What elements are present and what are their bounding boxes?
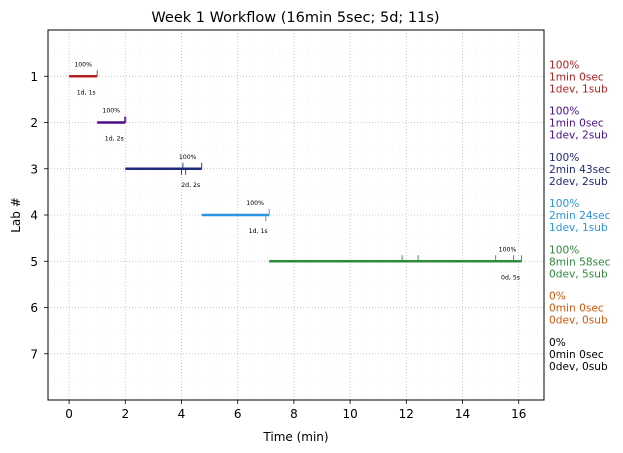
lab-summary-line: 0% — [549, 337, 566, 349]
lab-summary-line: 1dev, 1sub — [549, 222, 608, 234]
lab-summary-line: 2min 24sec — [549, 210, 611, 222]
x-axis-label: Time (min) — [262, 430, 328, 444]
count-label: 1d, 1s — [77, 89, 96, 96]
completion-label: 100% — [102, 108, 120, 115]
y-tick-label: 3 — [30, 162, 38, 176]
lab-summary-line: 0dev, 0sub — [549, 361, 608, 373]
x-tick-label: 2 — [121, 407, 129, 421]
lab-summary-line: 1dev, 2sub — [549, 130, 608, 142]
lab-summary-line: 0dev, 0sub — [549, 315, 608, 327]
y-tick-label: 7 — [30, 347, 38, 361]
y-tick-label: 6 — [30, 301, 38, 315]
count-label: 1d, 1s — [249, 228, 268, 235]
lab-summary-line: 100% — [549, 106, 579, 118]
lab-summary-line: 2min 43sec — [549, 164, 611, 176]
y-tick-label: 2 — [30, 116, 38, 130]
x-tick-label: 12 — [399, 407, 414, 421]
completion-label: 100% — [179, 154, 197, 161]
chart-title: Week 1 Workflow (16min 5sec; 5d; 11s) — [151, 10, 439, 26]
lab-summary-line: 1min 0sec — [549, 118, 604, 130]
completion-label: 100% — [74, 61, 92, 68]
lab-summary-line: 100% — [549, 198, 579, 210]
x-tick-label: 8 — [290, 407, 298, 421]
lab-summary-line: 1min 0sec — [549, 71, 604, 83]
completion-label: 100% — [499, 246, 517, 253]
grid — [48, 30, 544, 400]
y-tick-label: 4 — [30, 209, 38, 223]
y-tick-label: 1 — [30, 70, 38, 84]
lab-summary-line: 100% — [549, 152, 579, 164]
x-tick-label: 4 — [178, 407, 186, 421]
completion-label: 100% — [246, 200, 264, 207]
x-tick-label: 6 — [234, 407, 242, 421]
x-tick-label: 0 — [65, 407, 73, 421]
x-tick-label: 14 — [455, 407, 470, 421]
x-tick-label: 10 — [342, 407, 357, 421]
lab-summary-line: 0min 0sec — [549, 303, 604, 315]
count-label: 0d, 5s — [501, 274, 520, 281]
lab-summary-line: 0% — [549, 291, 566, 303]
lab-summary-line: 0min 0sec — [549, 349, 604, 361]
lab-summary-line: 1dev, 1sub — [549, 83, 608, 95]
count-label: 1d, 2s — [105, 136, 124, 143]
plot-marks: 100% 1d, 1s 100% 1d, 2s 100% 2d, 2s 100% 1d, 1s… — [69, 61, 522, 281]
lab-summary-line: 0dev, 5sub — [549, 268, 608, 280]
plot-frame — [47, 29, 545, 401]
y-tick-label: 5 — [30, 255, 38, 269]
count-label: 2d, 2s — [181, 182, 200, 189]
lab-summary-line: 100% — [549, 244, 579, 256]
lab-summary-line: 100% — [549, 59, 579, 71]
lab-summary-line: 2dev, 2sub — [549, 176, 608, 188]
lab-summary-line: 8min 58sec — [549, 256, 611, 268]
y-axis-label: Lab # — [9, 197, 23, 233]
x-tick-label: 16 — [511, 407, 526, 421]
